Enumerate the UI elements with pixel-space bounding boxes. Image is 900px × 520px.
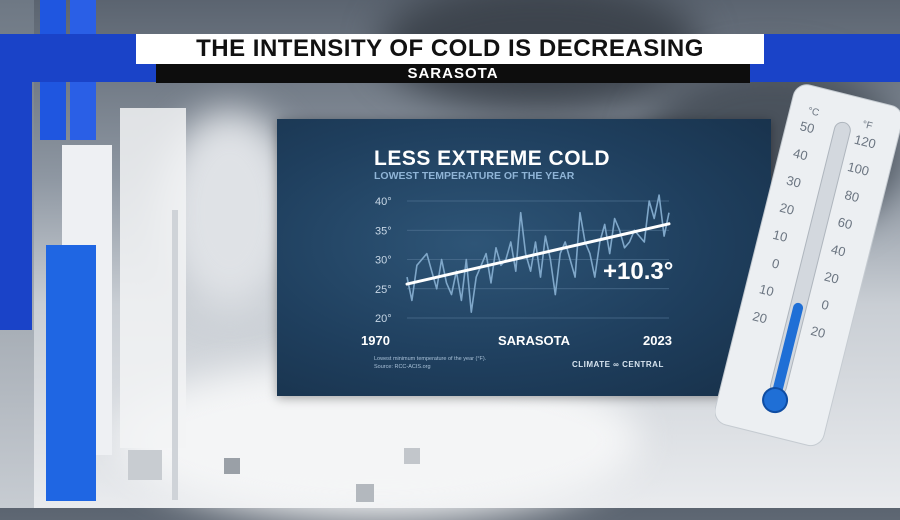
svg-text:20: 20 xyxy=(809,323,827,341)
svg-text:20: 20 xyxy=(751,308,769,326)
trend-line xyxy=(405,222,671,286)
chart-svg: LESS EXTREME COLD LOWEST TEMPERATURE OF … xyxy=(361,147,673,370)
y-tick-label: 40° xyxy=(375,196,392,208)
svg-text:120: 120 xyxy=(853,132,878,152)
series-line xyxy=(406,194,670,313)
svg-text:80: 80 xyxy=(843,187,861,205)
y-tick-label: 20° xyxy=(375,313,392,325)
svg-text:40: 40 xyxy=(830,241,848,259)
decor-stripe xyxy=(0,50,32,330)
svg-text:40: 40 xyxy=(792,145,810,163)
chart-panel: LESS EXTREME COLD LOWEST TEMPERATURE OF … xyxy=(277,119,771,396)
thermometer-fill xyxy=(772,302,804,397)
svg-text:10: 10 xyxy=(771,227,789,245)
trend-annotation: +10.3° xyxy=(603,258,673,285)
svg-text:100: 100 xyxy=(846,159,871,179)
svg-text:20: 20 xyxy=(823,269,841,287)
headline: THE INTENSITY OF COLD IS DECREASING xyxy=(136,34,764,64)
y-tick-label: 25° xyxy=(375,284,392,296)
footnote-source: Source: RCC-ACIS.org xyxy=(374,364,431,370)
location-label: SARASOTA xyxy=(498,333,571,348)
x-start-label: 1970 xyxy=(361,333,390,348)
decor-square xyxy=(356,484,374,502)
decor-stripe xyxy=(172,210,178,500)
decor-square xyxy=(128,450,162,480)
decor-stripe xyxy=(46,245,96,501)
svg-text:10: 10 xyxy=(758,281,776,299)
y-tick-label: 30° xyxy=(375,255,392,267)
decor-square xyxy=(224,458,240,474)
svg-text:50: 50 xyxy=(798,118,816,136)
svg-text:20: 20 xyxy=(778,200,796,218)
svg-text:°F: °F xyxy=(861,119,873,132)
svg-text:0: 0 xyxy=(770,256,781,272)
svg-text:30: 30 xyxy=(785,173,803,191)
chart-subtitle: LOWEST TEMPERATURE OF THE YEAR xyxy=(374,170,575,182)
footnote-description: Lowest minimum temperature of the year (… xyxy=(374,356,487,362)
svg-text:°C: °C xyxy=(807,106,821,119)
svg-text:60: 60 xyxy=(836,214,854,232)
svg-text:0: 0 xyxy=(820,297,831,313)
y-tick-label: 35° xyxy=(375,225,392,237)
decor-square xyxy=(404,448,420,464)
brand-logo: CLIMATE ∞ CENTRAL xyxy=(572,360,664,369)
x-end-label: 2023 xyxy=(643,333,672,348)
location-subhead: SARASOTA xyxy=(156,64,750,83)
chart-title: LESS EXTREME COLD xyxy=(374,147,610,170)
thermometer-bulb xyxy=(762,387,789,414)
